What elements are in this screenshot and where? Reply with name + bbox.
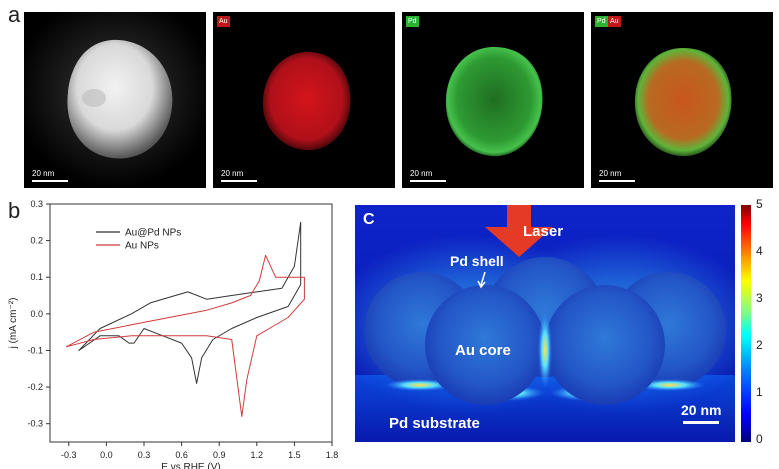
- au-core-label: Au core: [455, 342, 511, 359]
- series-line-au-nps: [65, 254, 305, 417]
- panel-b-letter: b: [8, 198, 21, 223]
- x-tick-label: 0.9: [213, 450, 226, 460]
- laser-arrow: [485, 205, 553, 257]
- au-tag: Au: [217, 16, 230, 27]
- colorbar-tick: 1: [756, 385, 763, 399]
- y-axis-label: j (mA cm⁻²): [8, 298, 19, 350]
- panel-a-letter: a: [8, 2, 21, 27]
- y-tick-label: -0.3: [27, 419, 43, 429]
- tem-image-haadf: 20 nm: [24, 12, 206, 188]
- pd-map-particle: [445, 47, 543, 157]
- y-tick-label: -0.2: [27, 382, 43, 392]
- field-simulation-graphic: [355, 205, 735, 442]
- series-line-au-pd-nps: [78, 221, 302, 384]
- pd-tag: Pd: [406, 16, 419, 27]
- legend-label: Au@Pd NPs: [125, 228, 181, 239]
- cv-chart: -0.3 0.0 0.3 0.6 0.9 1.2 1.5 1.8 -0.3 -0.2 -0.1 0.0…: [8, 199, 339, 469]
- x-tick-label: -0.3: [61, 450, 77, 460]
- au-tag: Au: [608, 16, 621, 27]
- scale-bar: 20 nm: [221, 169, 257, 182]
- sim-scale-label: 20 nm: [681, 402, 722, 418]
- x-tick-label: 0.3: [138, 450, 151, 460]
- colorbar-tick: 0: [756, 432, 763, 446]
- laser-label: Laser: [523, 223, 564, 240]
- x-tick-label: 1.8: [326, 450, 339, 460]
- x-axis-label: E vs.RHE (V): [161, 462, 220, 469]
- pd-shell-label: Pd shell: [450, 253, 504, 269]
- colorbar: [741, 205, 751, 442]
- pd-substrate-label: Pd substrate: [389, 415, 480, 432]
- plot-frame: [49, 203, 333, 443]
- x-tick-label: 0.0: [100, 450, 113, 460]
- y-tick-label: 0.2: [30, 236, 43, 246]
- panel-c-letter: C: [363, 211, 375, 228]
- eds-map-pd: Pd 20 nm: [402, 12, 584, 188]
- sim-scale-bar: [683, 421, 719, 424]
- y-tick-label: -0.1: [27, 345, 43, 355]
- y-tick-label: 0.0: [30, 309, 43, 319]
- au-map-particle: [262, 52, 351, 151]
- overlay-particle: [634, 48, 732, 157]
- y-tick-label: 0.1: [30, 272, 43, 282]
- front-sphere-right: [545, 285, 665, 405]
- x-tick-label: 1.5: [288, 450, 301, 460]
- pd-tag: Pd: [595, 16, 608, 27]
- haadf-particle: [24, 12, 206, 188]
- colorbar-tick: 5: [756, 197, 763, 211]
- y-tick-label: 0.3: [30, 199, 43, 209]
- colorbar-tick: 3: [756, 291, 763, 305]
- colorbar-tick: 2: [756, 338, 763, 352]
- field-simulation: C Laser Pd shell Au core Pd substrate 20…: [355, 205, 735, 442]
- scale-bar: 20 nm: [410, 169, 446, 182]
- front-sphere-left: [425, 285, 545, 405]
- eds-map-overlay: Pd Au 20 nm: [591, 12, 773, 188]
- scale-bar: 20 nm: [599, 169, 635, 182]
- scale-bar: 20 nm: [32, 169, 68, 182]
- x-tick-label: 0.6: [175, 450, 188, 460]
- legend-label: Au NPs: [125, 241, 159, 252]
- eds-map-au: Au 20 nm: [213, 12, 395, 188]
- colorbar-tick: 4: [756, 244, 763, 258]
- x-tick-label: 1.2: [251, 450, 264, 460]
